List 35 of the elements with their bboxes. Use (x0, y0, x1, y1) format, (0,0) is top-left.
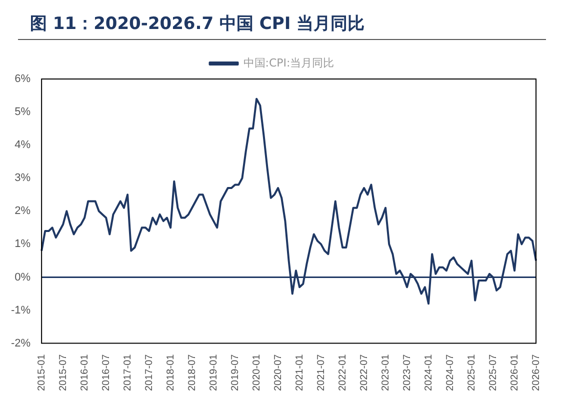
x-tick-label: 2025-07 (488, 354, 499, 392)
y-tick-label: 2% (14, 205, 31, 218)
x-tick-label: 2024-01 (423, 354, 434, 392)
x-tick-label: 2021-07 (316, 354, 327, 392)
y-tick-label: 4% (14, 139, 31, 152)
y-tick-label: 5% (14, 106, 31, 118)
x-tick-label: 2020-01 (251, 354, 262, 392)
x-tick-label: 2019-01 (208, 354, 220, 392)
y-tick-label: 3% (14, 172, 31, 184)
x-tick-label: 2017-07 (144, 354, 155, 392)
x-tick-label: 2015-01 (36, 354, 48, 392)
x-tick-label: 2016-01 (79, 354, 90, 392)
chart-title: 图 11：2020-2026.7 中国 CPI 当月同比 (29, 13, 365, 35)
y-tick-label: 0% (14, 271, 31, 284)
x-tick-label: 2020-07 (272, 354, 284, 392)
x-tick-label: 2016-07 (100, 354, 112, 392)
x-tick-label: 2023-07 (402, 354, 413, 392)
x-tick-label: 2026-01 (509, 354, 520, 392)
x-tick-label: 2017-01 (122, 354, 134, 392)
x-tick-label: 2019-07 (230, 354, 241, 392)
x-tick-label: 2024-07 (444, 354, 456, 392)
legend-label: 中国:CPI:当月同比 (243, 56, 334, 70)
y-tick-label: 6% (14, 73, 31, 86)
x-tick-label: 2021-01 (294, 354, 306, 392)
x-tick-label: 2022-07 (358, 354, 370, 392)
x-tick-label: 2022-01 (337, 354, 348, 392)
x-tick-label: 2023-01 (380, 354, 392, 392)
y-tick-label: 1% (14, 238, 31, 250)
x-tick-label: 2018-01 (165, 354, 176, 392)
y-tick-label: -1% (11, 304, 31, 316)
x-tick-label: 2018-07 (186, 354, 198, 392)
x-tick-label: 2015-07 (58, 354, 69, 392)
x-tick-label: 2026-07 (530, 354, 542, 392)
x-tick-label: 2025-01 (466, 354, 478, 392)
y-tick-label: -2% (11, 337, 31, 350)
